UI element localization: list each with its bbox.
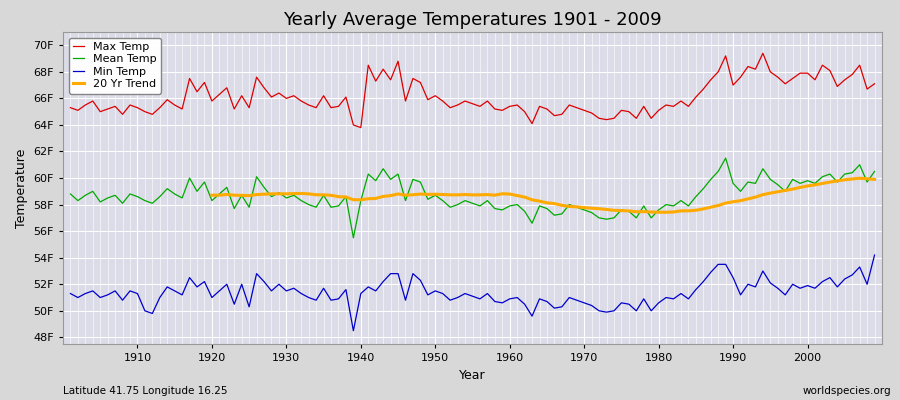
Min Temp [65, 291, 76, 296]
Text: Latitude 41.75 Longitude 16.25: Latitude 41.75 Longitude 16.25 [63, 386, 228, 396]
Line: Min Temp: Min Temp [70, 255, 875, 331]
X-axis label: Year: Year [459, 368, 486, 382]
20 Yr Trend [847, 176, 858, 181]
Max Temp [124, 103, 135, 108]
20 Yr Trend [206, 193, 217, 198]
Min Temp [288, 286, 299, 291]
Min Temp [601, 310, 612, 314]
Min Temp [333, 296, 344, 301]
Max Temp [288, 93, 299, 98]
Line: Max Temp: Max Temp [70, 53, 875, 128]
Line: 20 Yr Trend: 20 Yr Trend [212, 178, 875, 212]
20 Yr Trend [854, 176, 865, 181]
Min Temp [512, 295, 523, 300]
Title: Yearly Average Temperatures 1901 - 2009: Yearly Average Temperatures 1901 - 2009 [284, 11, 662, 29]
Mean Temp [512, 202, 523, 207]
20 Yr Trend [676, 208, 687, 213]
Mean Temp [601, 217, 612, 222]
Mean Temp [288, 193, 299, 198]
Line: Mean Temp: Mean Temp [70, 158, 875, 238]
Min Temp [348, 328, 359, 333]
Mean Temp [869, 169, 880, 174]
Mean Temp [65, 192, 76, 196]
Legend: Max Temp, Mean Temp, Min Temp, 20 Yr Trend: Max Temp, Mean Temp, Min Temp, 20 Yr Tre… [68, 38, 161, 94]
Mean Temp [720, 156, 731, 160]
Max Temp [869, 81, 880, 86]
Max Temp [333, 104, 344, 109]
Max Temp [512, 103, 523, 108]
Max Temp [356, 125, 366, 130]
Y-axis label: Temperature: Temperature [14, 148, 28, 228]
20 Yr Trend [765, 191, 776, 196]
20 Yr Trend [653, 210, 664, 215]
Mean Temp [124, 192, 135, 196]
20 Yr Trend [869, 177, 880, 182]
20 Yr Trend [779, 188, 790, 193]
20 Yr Trend [296, 191, 307, 196]
Max Temp [601, 117, 612, 122]
Mean Temp [348, 235, 359, 240]
Max Temp [504, 104, 515, 109]
Min Temp [869, 253, 880, 258]
Min Temp [124, 288, 135, 293]
Max Temp [65, 105, 76, 110]
Text: worldspecies.org: worldspecies.org [803, 386, 891, 396]
Max Temp [758, 51, 769, 56]
20 Yr Trend [408, 192, 418, 197]
Mean Temp [333, 204, 344, 208]
Min Temp [504, 296, 515, 301]
Mean Temp [504, 204, 515, 208]
